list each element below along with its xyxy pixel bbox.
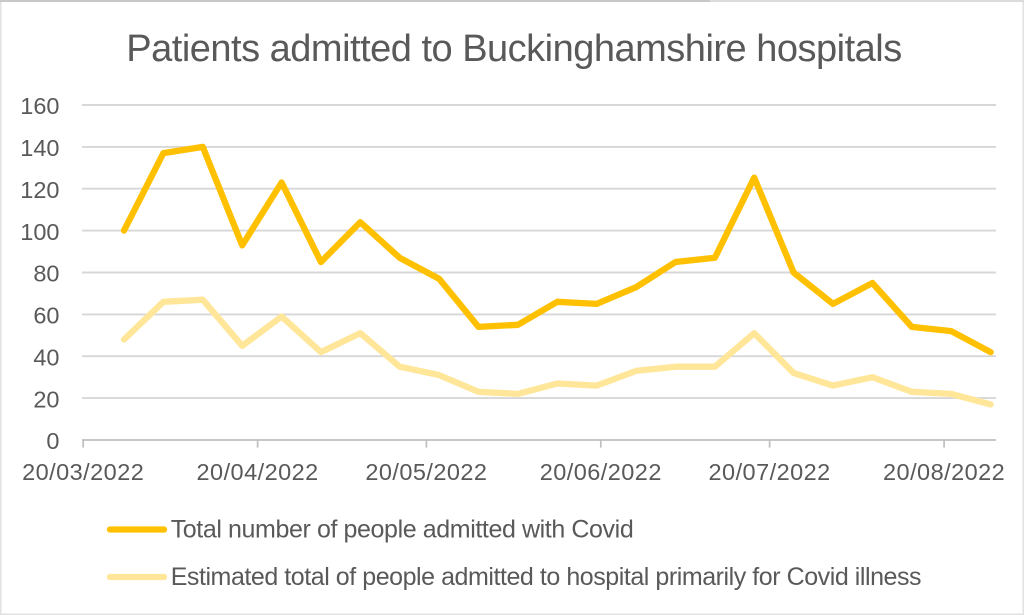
svg-text:80: 80 <box>33 261 59 287</box>
svg-text:60: 60 <box>33 303 59 329</box>
svg-text:20/04/2022: 20/04/2022 <box>197 459 319 485</box>
svg-text:20/08/2022: 20/08/2022 <box>883 459 1005 485</box>
svg-text:0: 0 <box>46 428 59 454</box>
svg-text:Estimated total of people admi: Estimated total of people admitted to ho… <box>171 563 921 591</box>
svg-text:Total number of people admitte: Total number of people admitted with Cov… <box>171 515 634 543</box>
svg-text:Patients admitted to Buckingha: Patients admitted to Buckinghamshire hos… <box>126 28 901 70</box>
svg-text:100: 100 <box>20 219 59 245</box>
svg-text:20/07/2022: 20/07/2022 <box>709 459 831 485</box>
svg-text:40: 40 <box>33 344 59 370</box>
svg-text:20/05/2022: 20/05/2022 <box>365 459 487 485</box>
svg-text:20: 20 <box>33 386 59 412</box>
svg-text:20/06/2022: 20/06/2022 <box>540 459 662 485</box>
svg-text:20/03/2022: 20/03/2022 <box>22 459 144 485</box>
svg-text:120: 120 <box>20 177 59 203</box>
svg-text:160: 160 <box>20 93 59 119</box>
svg-text:140: 140 <box>20 135 59 161</box>
